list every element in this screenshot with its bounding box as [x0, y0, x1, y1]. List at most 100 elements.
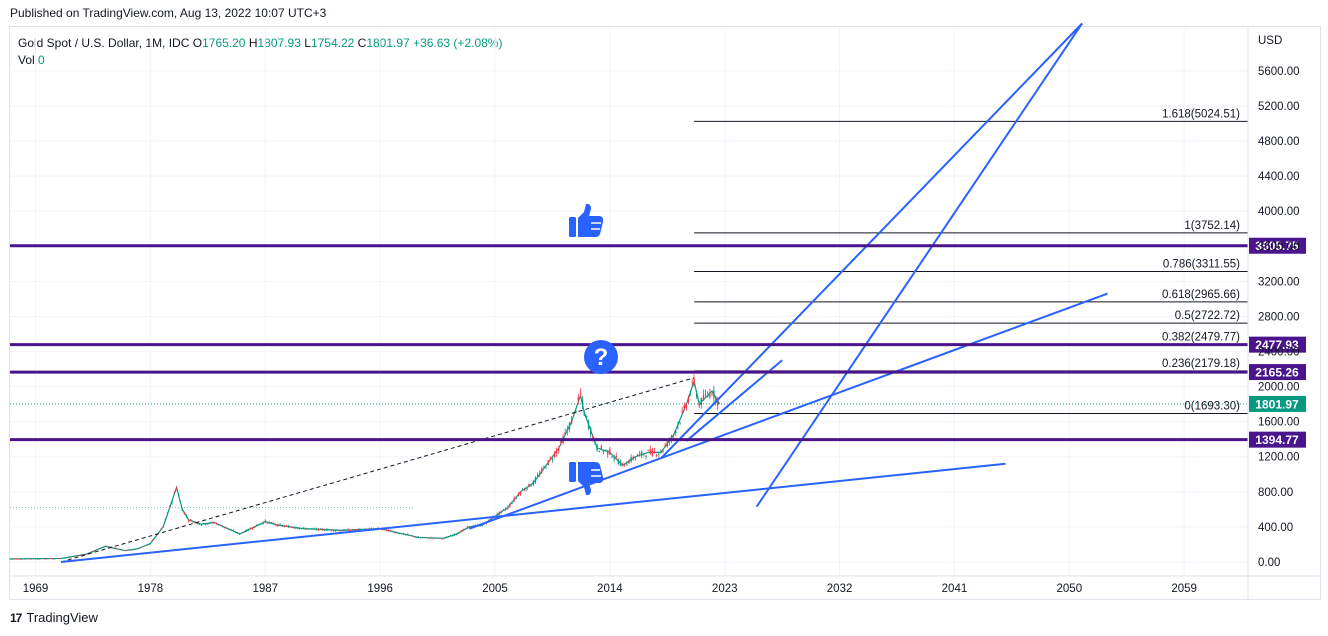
trendline[interactable] — [60, 462, 1006, 563]
chart-frame[interactable] — [9, 26, 1321, 600]
candle-body — [175, 487, 178, 489]
candle-body — [658, 453, 660, 455]
candle-body — [115, 548, 118, 550]
level-price-tag[interactable] — [1249, 431, 1306, 448]
candle-body — [538, 473, 541, 476]
candle-body — [51, 558, 54, 560]
candle-body — [519, 491, 522, 494]
candle-body — [70, 556, 73, 558]
candle-body — [22, 558, 24, 560]
candle-body — [219, 524, 222, 526]
chart-legend: Gold Spot / U.S. Dollar, 1M, IDC O1765.2… — [18, 35, 502, 69]
candle-body — [228, 529, 230, 530]
fib-anchor-dashed-line[interactable] — [60, 377, 695, 563]
candle-body — [62, 557, 64, 559]
candle-body — [128, 549, 130, 551]
candle-body — [75, 556, 77, 557]
candle-body — [598, 450, 600, 453]
candle-body — [345, 529, 347, 531]
candle-body — [445, 536, 447, 538]
candle-body — [594, 439, 596, 444]
candle-body — [693, 378, 695, 384]
candle-body — [43, 558, 45, 560]
candle-body — [126, 549, 128, 551]
candle-body — [424, 536, 426, 538]
candle-body — [464, 528, 466, 530]
trendline[interactable] — [685, 359, 783, 442]
candle-body — [258, 524, 260, 526]
level-price-tag[interactable] — [1249, 336, 1306, 353]
candle-body — [668, 441, 671, 442]
level-price-label: 3605.75 — [1255, 239, 1299, 253]
horizontal-levels[interactable]: 3605.75 2477.93 2165.26 1394.77 1801.97 — [10, 237, 1306, 448]
candle-body — [607, 450, 609, 455]
candle-body — [351, 529, 354, 531]
trendline[interactable] — [755, 22, 1083, 508]
legend-high: 1807.93 — [257, 36, 301, 50]
candle-body — [487, 519, 490, 521]
candle-body — [100, 547, 103, 549]
candle-body — [290, 526, 292, 528]
candle-body — [358, 528, 360, 531]
candle-body — [515, 496, 517, 498]
candle-body — [596, 445, 598, 451]
legend-close-label: C — [357, 36, 367, 50]
price-line — [9, 379, 721, 560]
trendline[interactable] — [660, 22, 1083, 460]
candle-body — [481, 524, 483, 526]
candle-body — [564, 432, 566, 435]
candle-body — [624, 465, 626, 467]
fib-level-label: 0.786(3311.55) — [1163, 259, 1240, 271]
candle-body — [302, 527, 305, 529]
candle-body — [249, 528, 252, 530]
footer-brand[interactable]: 17 TradingView — [10, 610, 98, 625]
candle-body — [92, 551, 94, 553]
candle-body — [183, 512, 186, 515]
x-tick-label: 2050 — [1057, 583, 1083, 595]
candle-body — [156, 534, 158, 536]
candle-body — [551, 458, 554, 460]
candle-body — [226, 527, 228, 529]
candle-body — [124, 550, 126, 552]
footer-brand-text: TradingView — [26, 610, 98, 625]
candle-body — [85, 553, 88, 555]
candle-body — [438, 537, 441, 539]
candle-body — [691, 381, 693, 383]
candle-body — [222, 526, 224, 528]
candle-body — [326, 529, 328, 531]
candle-body — [504, 509, 507, 510]
candle-body — [281, 525, 283, 527]
candle-body — [536, 475, 539, 477]
thumbs-down-icon — [569, 462, 604, 496]
candle-body — [36, 558, 39, 560]
candle-body — [404, 534, 407, 535]
candle-body — [526, 488, 528, 490]
x-tick-label: 1987 — [252, 583, 278, 595]
candle-body — [449, 535, 452, 537]
level-price-tag[interactable] — [1249, 237, 1306, 254]
y-tick-label: 400.00 — [1258, 522, 1293, 534]
legend-open: 1765.20 — [202, 36, 246, 50]
candle-body — [502, 509, 505, 511]
trendlines[interactable] — [60, 22, 1108, 563]
candle-body — [332, 529, 335, 531]
candle-body — [147, 544, 149, 545]
candle-body — [224, 527, 226, 529]
candle-body — [398, 533, 400, 535]
candle-body — [200, 524, 203, 526]
candle-body — [392, 531, 394, 533]
fibonacci-extension[interactable]: 1.618(5024.51) 1(3752.14) 0.786(3311.55) 0.… — [694, 108, 1248, 414]
candle-body — [241, 532, 243, 534]
candle-body — [317, 528, 320, 531]
candle-body — [321, 528, 324, 530]
y-tick-label: 3600.00 — [1258, 241, 1300, 253]
candle-body — [428, 538, 430, 539]
level-price-tag[interactable] — [1249, 364, 1306, 381]
candle-body — [162, 526, 164, 528]
candle-body — [630, 456, 632, 462]
trendline[interactable] — [469, 292, 1108, 530]
candle-body — [141, 546, 143, 548]
candle-body — [470, 526, 473, 528]
y-tick-label: 4800.00 — [1258, 136, 1300, 148]
